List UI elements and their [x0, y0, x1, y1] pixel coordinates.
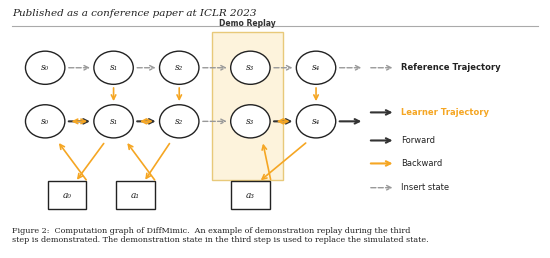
Text: s₃: s₃ [246, 63, 255, 72]
FancyBboxPatch shape [116, 181, 155, 209]
Text: Insert state: Insert state [401, 183, 449, 192]
FancyBboxPatch shape [48, 181, 86, 209]
Ellipse shape [296, 51, 336, 84]
Ellipse shape [160, 51, 199, 84]
FancyBboxPatch shape [231, 181, 270, 209]
Text: s₄: s₄ [312, 63, 320, 72]
Text: Learner Trajectory: Learner Trajectory [401, 108, 489, 117]
Ellipse shape [25, 51, 65, 84]
Text: s₂: s₂ [175, 117, 183, 126]
Ellipse shape [25, 105, 65, 138]
Text: Forward: Forward [401, 136, 435, 145]
Text: s₁: s₁ [109, 117, 118, 126]
Ellipse shape [94, 51, 133, 84]
Ellipse shape [230, 51, 270, 84]
Text: s₃: s₃ [246, 117, 255, 126]
Text: Published as a conference paper at ICLR 2023: Published as a conference paper at ICLR … [12, 9, 257, 18]
Text: Figure 2:  Computation graph of DiffMimic.  An example of demonstration replay d: Figure 2: Computation graph of DiffMimic… [12, 227, 429, 245]
Text: Demo Replay: Demo Replay [219, 19, 276, 28]
FancyBboxPatch shape [212, 32, 283, 180]
Text: s₄: s₄ [312, 117, 320, 126]
Text: a₁: a₁ [131, 191, 140, 200]
Ellipse shape [94, 105, 133, 138]
Text: a₀: a₀ [63, 191, 72, 200]
Text: s₀: s₀ [41, 63, 50, 72]
Ellipse shape [230, 105, 270, 138]
Text: a₃: a₃ [246, 191, 255, 200]
Ellipse shape [160, 105, 199, 138]
Text: Reference Trajectory: Reference Trajectory [401, 63, 500, 72]
Text: s₀: s₀ [41, 117, 50, 126]
Text: s₂: s₂ [175, 63, 183, 72]
Text: Backward: Backward [401, 159, 442, 168]
Text: s₁: s₁ [109, 63, 118, 72]
Ellipse shape [296, 105, 336, 138]
